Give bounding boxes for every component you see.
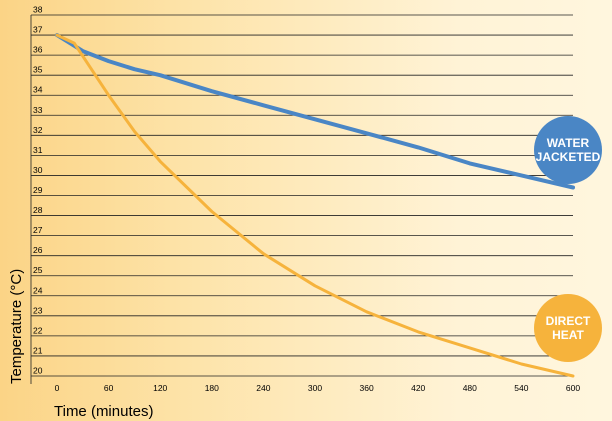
series-line-2	[55, 33, 575, 378]
y-tick-label: 34	[33, 85, 43, 95]
series-lines	[55, 33, 575, 378]
y-tick-label: 27	[33, 225, 43, 235]
y-axis-title: Temperature (°C)	[8, 269, 25, 384]
y-tick-label: 36	[33, 45, 43, 55]
x-axis-title: Time (minutes)	[54, 403, 153, 420]
series-badge-label-1: WATER JACKETED	[536, 136, 601, 164]
y-tick-label: 29	[33, 185, 43, 195]
x-tick-label: 540	[514, 383, 528, 393]
axes: 20 21 22 23 24 25 26 27 28 29 30 31 32 33 34 35 36 37 38 0 6…	[30, 5, 580, 393]
x-tick-label: 240	[256, 383, 270, 393]
series-badge-label-2: DIRECT HEAT	[546, 314, 591, 342]
series-badges: WATER JACKETED DIRECT HEAT	[534, 116, 602, 362]
y-tick-label: 21	[33, 345, 43, 355]
gridlines	[31, 14, 573, 377]
y-tick-label: 33	[33, 105, 43, 115]
x-tick-label: 300	[308, 383, 322, 393]
x-tick-label: 180	[205, 383, 219, 393]
series-line-1	[55, 33, 575, 190]
y-tick-label: 26	[33, 245, 43, 255]
y-tick-label: 24	[33, 285, 43, 295]
y-tick-label: 32	[33, 125, 43, 135]
x-tick-label: 600	[566, 383, 580, 393]
y-tick-label: 28	[33, 205, 43, 215]
x-tick-label: 360	[360, 383, 374, 393]
y-tick-label: 35	[33, 65, 43, 75]
x-tick-label: 420	[411, 383, 425, 393]
y-tick-label: 20	[33, 366, 43, 376]
y-tick-label: 37	[33, 25, 43, 35]
y-tick-label: 38	[33, 5, 43, 15]
x-tick-label: 480	[463, 383, 477, 393]
x-tick-label: 0	[55, 383, 60, 393]
x-tick-label: 60	[104, 383, 114, 393]
y-tick-label: 23	[33, 305, 43, 315]
y-tick-label: 31	[33, 145, 43, 155]
series-badge-1	[534, 116, 602, 184]
y-tick-label: 22	[33, 325, 43, 335]
y-tick-label: 30	[33, 165, 43, 175]
series-badge-2	[534, 294, 602, 362]
x-tick-label: 120	[153, 383, 167, 393]
y-tick-label: 25	[33, 265, 43, 275]
